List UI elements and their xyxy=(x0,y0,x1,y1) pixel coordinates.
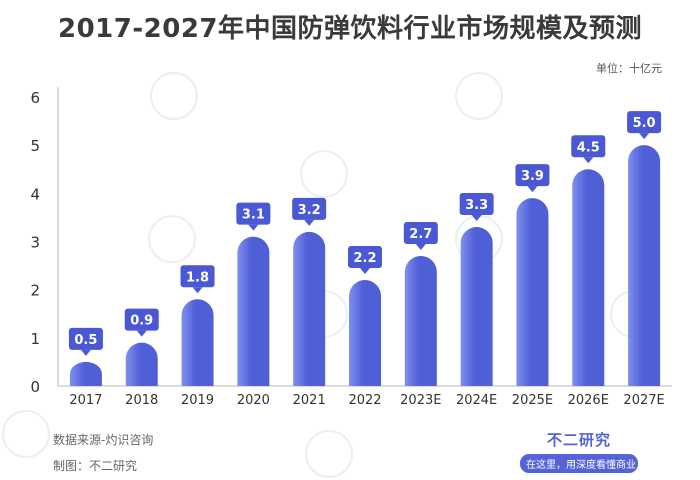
bar-2027E xyxy=(628,145,661,386)
bar-2025E xyxy=(516,198,549,386)
watermark-logo xyxy=(148,215,196,263)
value-callout-pointer xyxy=(360,268,370,275)
chart-maker: 制图：不二研究 xyxy=(53,459,138,473)
x-tick-label: 2023E xyxy=(400,393,441,408)
y-tick-label: 6 xyxy=(30,89,40,107)
chart-title: 2017-2027年中国防弹饮料行业市场规模及预测 xyxy=(57,14,643,44)
value-callout-box xyxy=(236,202,271,225)
watermark-logo xyxy=(150,72,198,120)
x-tick-label: 2027E xyxy=(623,393,664,408)
value-callout-box xyxy=(348,246,382,269)
bar-2026E xyxy=(572,169,605,386)
y-tick-label: 0 xyxy=(30,378,40,396)
x-tick-label: 2024E xyxy=(456,393,497,408)
value-callout-box xyxy=(403,221,438,244)
x-tick-label: 2026E xyxy=(568,393,609,408)
bar-2017 xyxy=(69,361,102,386)
value-callout: 1.8 xyxy=(180,265,215,294)
value-callout-pointer xyxy=(415,243,426,250)
value-callout: 4.5 xyxy=(571,135,606,164)
bar-2024E xyxy=(460,227,493,386)
value-callout-box xyxy=(515,164,550,187)
value-label: 3.2 xyxy=(298,203,321,218)
y-tick-label: 2 xyxy=(30,282,40,300)
value-label: 3.1 xyxy=(242,208,265,223)
value-callout: 3.1 xyxy=(236,202,271,231)
y-tick-label: 3 xyxy=(30,234,40,252)
value-callout-pointer xyxy=(471,215,482,222)
watermark-logo xyxy=(300,150,348,198)
value-callout-box xyxy=(571,135,606,158)
value-label: 0.9 xyxy=(130,314,153,329)
value-callout-pointer xyxy=(80,349,91,356)
value-callout-pointer xyxy=(304,219,315,226)
bar-2021 xyxy=(293,231,326,386)
value-callout-box xyxy=(627,111,662,134)
value-callout-pointer xyxy=(527,186,538,193)
value-callout: 3.9 xyxy=(515,164,550,193)
y-tick-label: 4 xyxy=(30,185,40,203)
value-label: 1.8 xyxy=(186,270,209,285)
value-label: 0.5 xyxy=(74,333,97,348)
value-label: 4.5 xyxy=(577,140,600,155)
value-label: 5.0 xyxy=(633,116,656,131)
brand-badge: 不二研究 在这里，用深度看懂商业 xyxy=(520,429,638,473)
watermark-logo xyxy=(2,410,50,458)
bar-2018 xyxy=(125,342,158,386)
unit-label: 单位：十亿元 xyxy=(596,62,662,75)
bar-2020 xyxy=(237,236,270,386)
watermark-logo xyxy=(305,430,353,478)
y-tick-label: 1 xyxy=(30,330,40,348)
bar-2023E xyxy=(404,255,437,386)
value-callout: 2.7 xyxy=(403,221,438,250)
value-callout-pointer xyxy=(192,287,203,294)
x-tick-label: 2022 xyxy=(348,393,381,408)
value-callout-box xyxy=(124,308,159,331)
data-source: 数据来源-灼识咨询 xyxy=(53,433,154,447)
value-callout: 0.9 xyxy=(124,308,159,337)
x-tick-label: 2020 xyxy=(237,393,270,408)
value-label: 2.7 xyxy=(409,227,432,242)
x-tick-label: 2025E xyxy=(512,393,553,408)
value-callout-pointer xyxy=(248,224,259,231)
value-callout-box xyxy=(459,193,494,216)
x-tick-label: 2021 xyxy=(293,393,326,408)
x-tick-label: 2019 xyxy=(181,393,214,408)
brand-name: 不二研究 xyxy=(546,431,611,449)
value-callout-pointer xyxy=(639,133,650,140)
value-callout: 5.0 xyxy=(627,111,662,140)
y-tick-label: 5 xyxy=(30,137,40,155)
value-callout-pointer xyxy=(583,157,594,164)
bar-2022 xyxy=(349,280,381,386)
value-callout: 3.3 xyxy=(459,193,494,222)
value-callout-box xyxy=(292,197,327,220)
watermark-logo xyxy=(455,72,503,120)
value-callout-box xyxy=(180,265,215,288)
x-tick-label: 2017 xyxy=(69,393,102,408)
value-callout: 2.2 xyxy=(348,246,382,275)
value-callout: 3.2 xyxy=(292,197,327,226)
brand-slogan: 在这里，用深度看懂商业 xyxy=(520,454,638,473)
value-label: 2.2 xyxy=(353,251,376,266)
value-callout: 0.5 xyxy=(68,327,103,356)
value-label: 3.9 xyxy=(521,169,544,184)
value-label: 3.3 xyxy=(465,198,488,213)
bar-2019 xyxy=(181,299,214,386)
value-callout-box xyxy=(68,327,103,350)
value-callout-pointer xyxy=(136,330,147,337)
x-tick-label: 2018 xyxy=(125,393,158,408)
